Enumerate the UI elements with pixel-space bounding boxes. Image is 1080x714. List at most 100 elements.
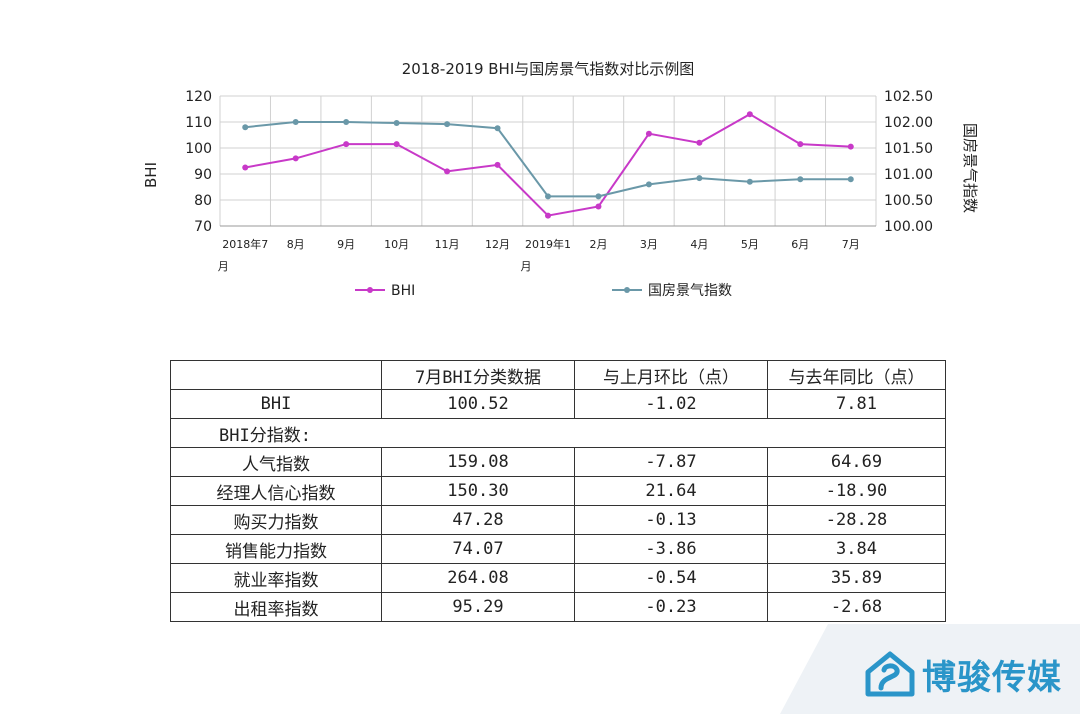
x-axis: 2018年7 月 8月 9月 10月 11月 12月 2019年1 月 2月 3月 4月 5月 6月 7月 [218,225,876,273]
cell: 150.30 [381,476,575,506]
table-row: 就业率指数 264.08 -0.54 35.89 [170,563,946,593]
cell: -18.90 [767,476,946,506]
x-tick-label: 9月 [337,238,355,251]
house-logo-icon [865,651,915,697]
table-row: BHI 100.52 -1.02 7.81 [170,389,946,419]
table-row: 销售能力指数 74.07 -3.86 3.84 [170,534,946,564]
data-point [595,203,602,210]
row-name: 出租率指数 [170,592,382,622]
watermark-background [780,624,1080,714]
data-point [746,178,753,185]
row-name: 销售能力指数 [170,534,382,564]
data-point [746,111,753,118]
cell: 264.08 [381,563,575,593]
cell: -3.86 [574,534,768,564]
cell: -1.02 [574,389,768,419]
data-point [242,124,249,131]
data-point [292,119,299,125]
cell: 7.81 [767,389,946,419]
x-tick-label: 2019年1 月 [521,237,572,273]
table-row: 人气指数 159.08 -7.87 64.69 [170,447,946,477]
table-header-cell [170,360,382,390]
data-point [847,176,854,183]
right-tick-label: 101.00 [884,167,933,183]
right-tick-label: 101.50 [884,141,933,157]
table-header-cell: 与上月环比（点） [574,360,768,390]
cell: -0.54 [574,563,768,593]
data-point [595,193,602,200]
cell: -7.87 [574,447,768,477]
data-point [645,181,652,188]
cell: 35.89 [767,563,946,593]
table-row: BHI分指数: [170,418,946,448]
cell: 47.28 [381,505,575,535]
table-header-row: 7月BHI分类数据 与上月环比（点） 与去年同比（点） [170,360,946,390]
data-point [545,212,551,219]
x-tick-label: 7月 [842,238,860,251]
cell: 21.64 [574,476,768,506]
row-name: 经理人信心指数 [170,476,382,506]
bhi-table-container: 7月BHI分类数据 与上月环比（点） 与去年同比（点） BHI 100.52 -… [170,360,946,622]
x-tick-label: 2月 [589,238,607,251]
x-tick-label: 8月 [287,238,305,251]
legend-label: BHI [391,283,415,299]
legend: BHI 国房景气指数 [355,283,732,299]
data-point [696,175,703,182]
data-point [343,141,350,148]
right-tick-label: 102.50 [884,89,933,105]
left-tick-label: 70 [194,219,212,235]
table-header-cell: 7月BHI分类数据 [381,360,575,390]
data-point [696,139,703,146]
legend-label: 国房景气指数 [648,283,732,299]
cell: 159.08 [381,447,575,477]
data-point [292,155,299,162]
row-name: 购买力指数 [170,505,382,535]
right-tick-label: 102.00 [884,115,933,131]
cell: -28.28 [767,505,946,535]
chart-grid [219,95,877,227]
data-point [545,193,551,200]
x-tick-label: 10月 [384,238,409,251]
x-tick-label: 6月 [791,238,809,251]
data-point [393,120,400,127]
data-point [494,161,501,168]
bhi-data-table: 7月BHI分类数据 与上月环比（点） 与去年同比（点） BHI 100.52 -… [170,360,946,622]
x-tick-label: 5月 [741,238,759,251]
chart-series [242,111,854,219]
right-axis-title: 国房景气指数 [961,123,979,213]
table-header-cell: 与去年同比（点） [767,360,946,390]
data-point [242,164,249,171]
left-y-axis: 70 80 90 100 110 120 [185,89,212,235]
cell: 95.29 [381,592,575,622]
x-tick-label: 12月 [485,238,510,251]
chart-title: 2018-2019 BHI与国房景气指数对比示例图 [402,60,695,78]
data-point [797,141,804,148]
x-tick-label: 11月 [435,238,460,251]
x-tick-label: 2018年7 月 [218,237,269,273]
section-label: BHI分指数: [170,418,946,448]
table-row: 经理人信心指数 150.30 21.64 -18.90 [170,476,946,506]
data-point [343,119,350,125]
data-point [645,130,652,137]
line-chart: 2018-2019 BHI与国房景气指数对比示例图 70 80 90 100 110 12… [142,60,979,299]
x-tick-label: 3月 [640,238,658,251]
left-tick-label: 120 [185,89,212,105]
data-point [444,168,451,175]
row-name: 人气指数 [170,447,382,477]
cell: 3.84 [767,534,946,564]
series-line [245,121,851,198]
right-tick-label: 100.00 [884,219,933,235]
left-tick-label: 80 [194,193,212,209]
cell: 100.52 [381,389,575,419]
right-y-axis: 100.00 100.50 101.00 101.50 102.00 102.50 [884,89,933,235]
left-axis-title: BHI [142,162,160,188]
data-point [847,143,854,150]
table-row: 出租率指数 95.29 -0.23 -2.68 [170,592,946,622]
cell: 64.69 [767,447,946,477]
legend-marker [367,287,373,293]
table-row: 购买力指数 47.28 -0.13 -28.28 [170,505,946,535]
left-tick-label: 90 [194,167,212,183]
cell: 74.07 [381,534,575,564]
data-point [494,125,501,132]
legend-marker [624,287,630,293]
